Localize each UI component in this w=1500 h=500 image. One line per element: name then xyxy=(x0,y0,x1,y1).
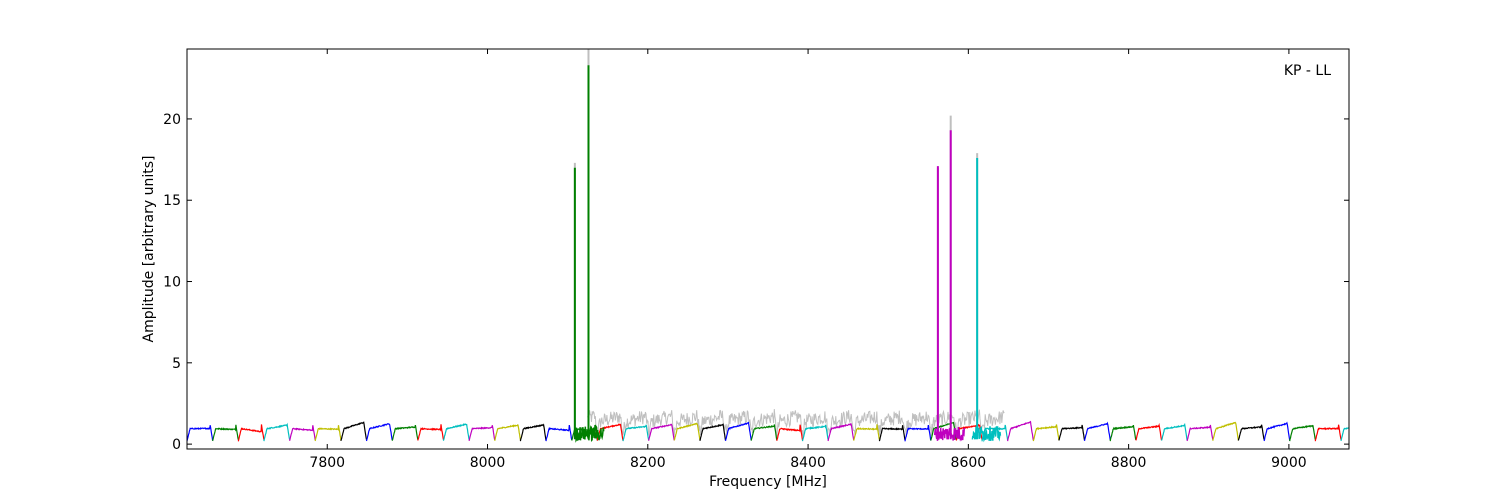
channel-trace xyxy=(289,425,316,441)
channel-trace xyxy=(519,423,547,442)
y-tick-label: 10 xyxy=(163,275,181,291)
channel-trace xyxy=(494,424,521,441)
plot-frame xyxy=(186,48,1350,450)
channel-trace xyxy=(827,422,855,442)
y-tick-label: 0 xyxy=(172,437,181,453)
y-tick-label: 5 xyxy=(172,356,181,372)
channel-trace xyxy=(878,425,906,442)
channel-trace xyxy=(1083,421,1111,442)
channel-trace xyxy=(212,424,239,442)
channel-trace xyxy=(391,424,419,441)
channel-trace xyxy=(904,424,932,442)
x-tick-label: 7800 xyxy=(309,455,345,471)
channel-trace xyxy=(468,425,496,442)
channel-trace xyxy=(237,424,265,442)
channel-trace xyxy=(187,425,214,442)
channel-trace xyxy=(1212,421,1239,441)
x-axis-label: Frequency [MHz] xyxy=(709,474,827,490)
channel-trace xyxy=(263,422,291,442)
y-tick-label: 15 xyxy=(163,193,181,209)
channel-trace xyxy=(1058,424,1086,441)
channel-trace xyxy=(853,424,880,441)
channel-trace xyxy=(365,423,393,442)
channel-trace xyxy=(750,424,778,441)
channel-trace xyxy=(1032,424,1060,442)
channel-trace xyxy=(314,425,342,442)
channel-trace xyxy=(1314,424,1342,442)
channel-trace xyxy=(442,423,470,441)
x-tick-label: 9000 xyxy=(1271,455,1307,471)
channel-trace xyxy=(776,424,804,441)
channel-trace xyxy=(1237,424,1265,441)
noise-cluster xyxy=(933,426,966,442)
channel-trace xyxy=(1263,421,1291,442)
background-trace xyxy=(587,409,1005,438)
y-axis-label: Amplitude [arbitrary units] xyxy=(141,156,157,343)
x-tick-label: 8600 xyxy=(951,455,987,471)
channel-trace xyxy=(724,421,752,442)
channel-trace xyxy=(340,421,368,442)
channel-trace xyxy=(699,423,727,441)
channel-trace xyxy=(801,424,829,442)
channel-trace xyxy=(417,424,444,441)
channel-trace xyxy=(1007,420,1034,442)
x-tick-label: 8200 xyxy=(630,455,666,471)
plot-area xyxy=(187,49,1349,443)
x-tick-label: 8800 xyxy=(1111,455,1147,471)
channel-trace xyxy=(648,423,675,441)
y-tick-label: 20 xyxy=(163,112,181,128)
channel-trace xyxy=(673,422,701,441)
channel-trace xyxy=(930,421,957,441)
channel-trace xyxy=(545,425,573,442)
x-tick-label: 8400 xyxy=(790,455,826,471)
channel-trace xyxy=(1340,427,1349,442)
x-tick-label: 8000 xyxy=(470,455,506,471)
channel-trace xyxy=(1135,422,1163,441)
axis-ticks: 7800 8000 8200 8400 8600 8800 9000 0 5 10 15 20 xyxy=(163,49,1349,471)
baseline-annotation: KP - LL xyxy=(1284,63,1331,79)
channel-trace xyxy=(1289,424,1316,442)
channel-trace xyxy=(1109,424,1137,442)
channel-trace xyxy=(622,424,650,442)
channel-trace xyxy=(1160,422,1188,441)
channel-trace xyxy=(1186,424,1214,442)
